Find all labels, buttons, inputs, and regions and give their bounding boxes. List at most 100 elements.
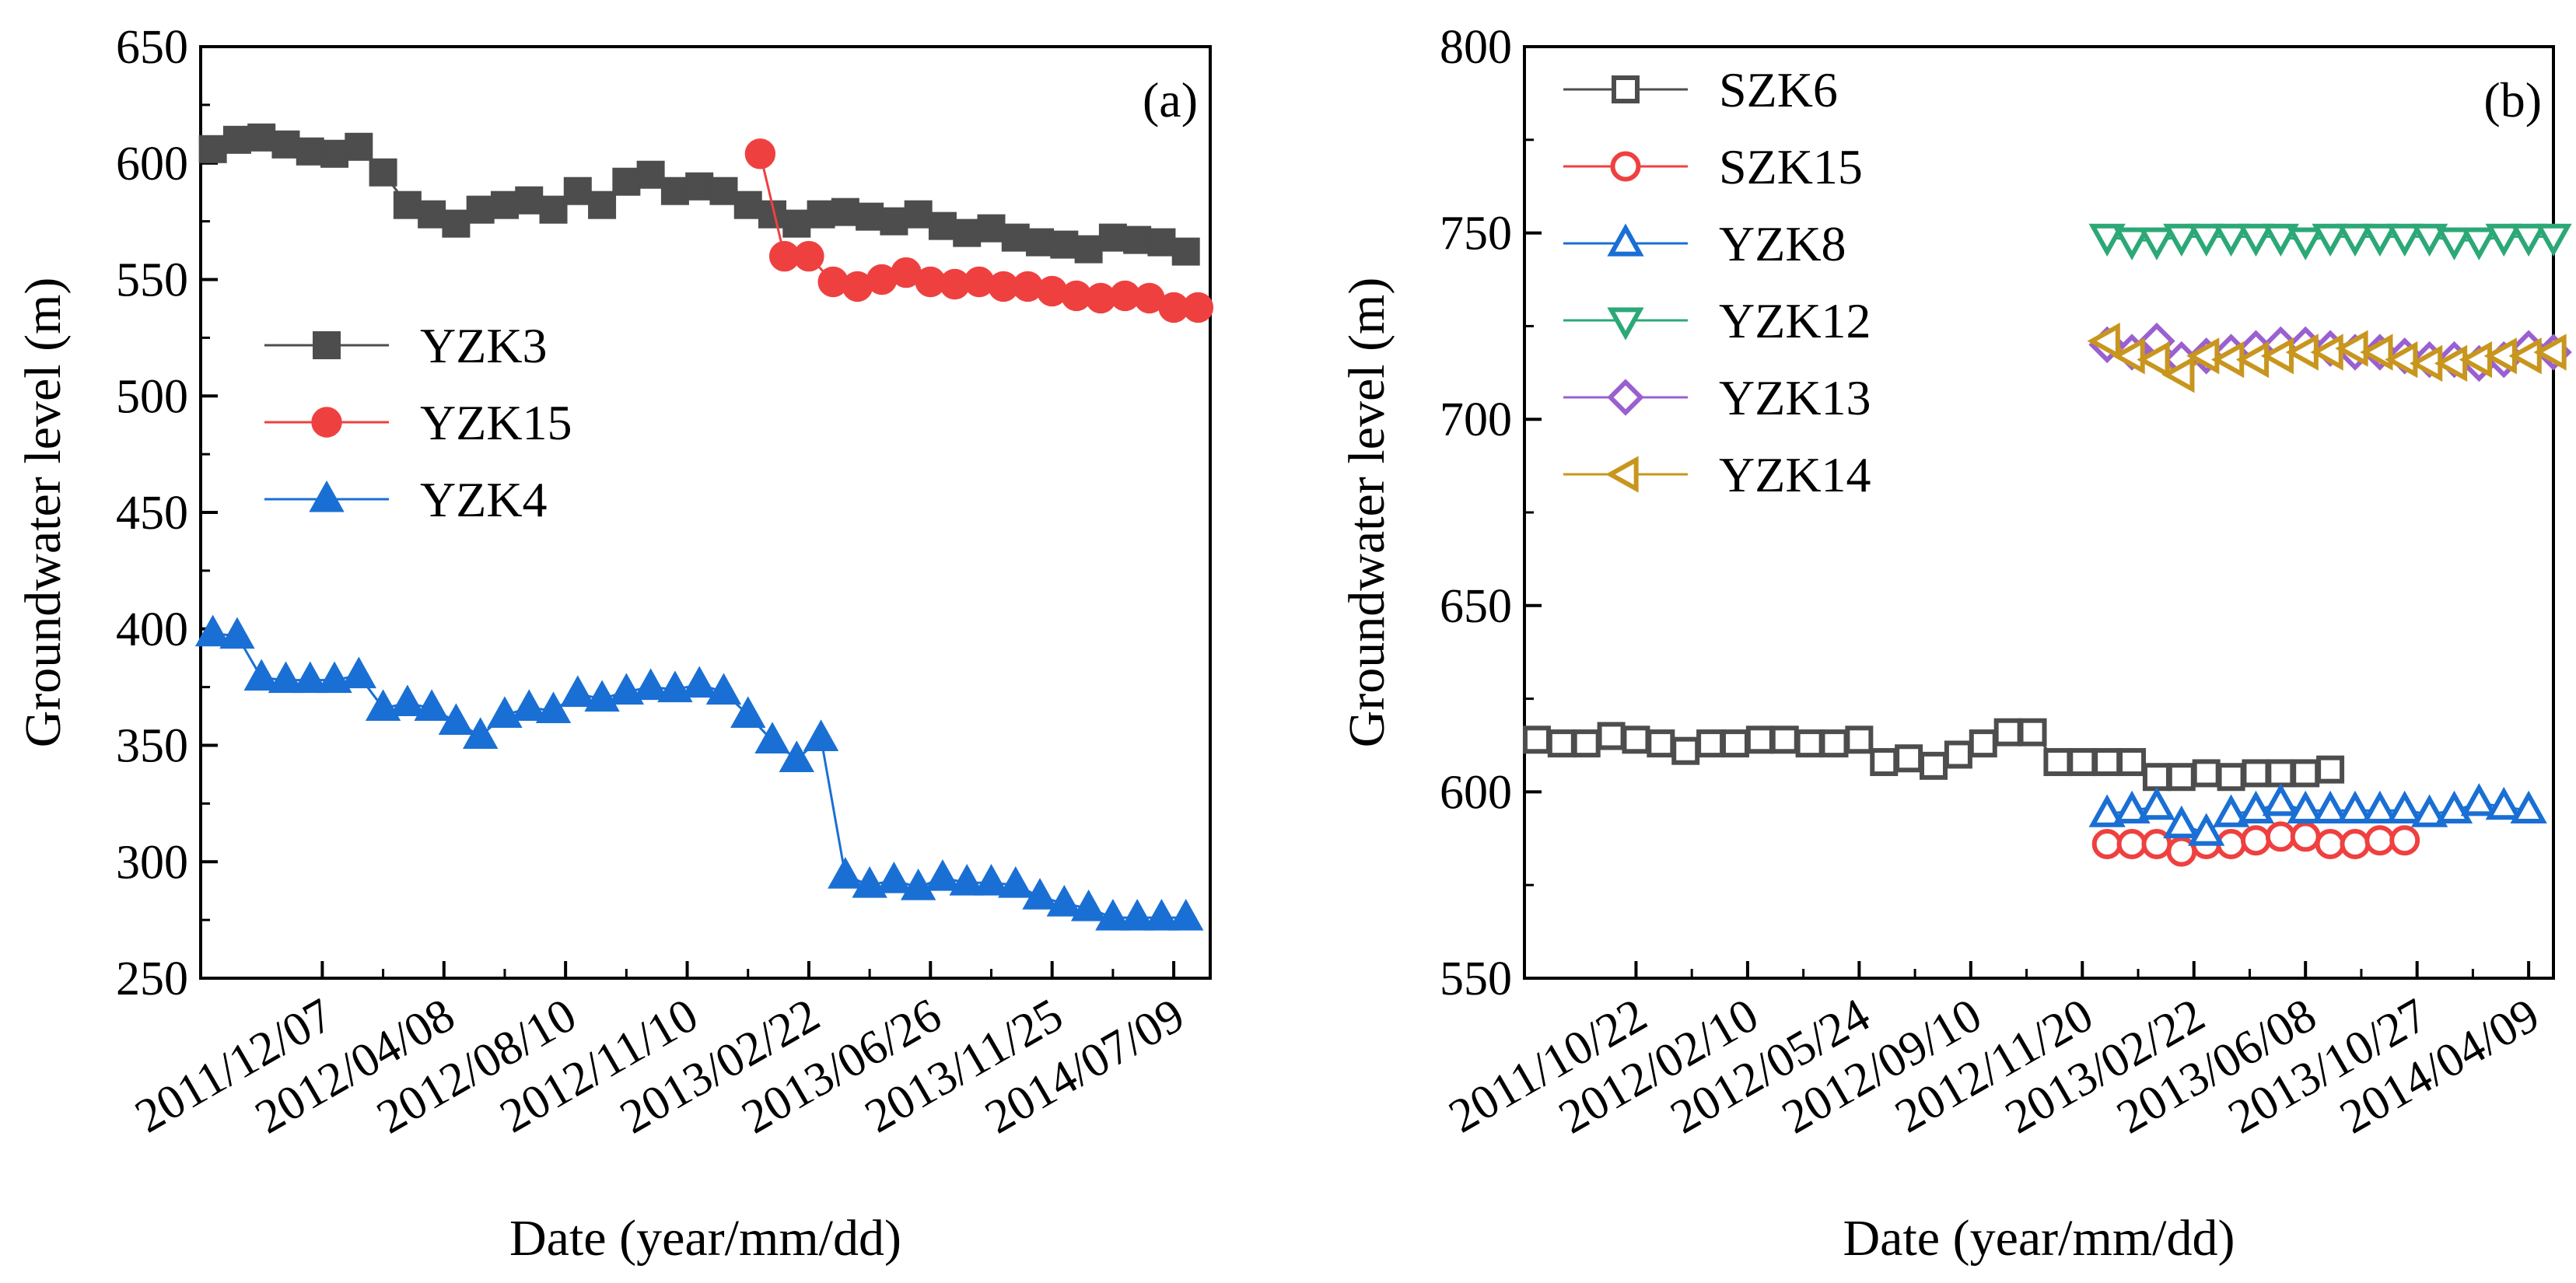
- data-point: [198, 135, 227, 163]
- data-point: [2389, 825, 2420, 856]
- legend: SZK6 SZK15 YZK8 YZK12 YZK13 YZK14: [1563, 62, 1871, 502]
- data-point: [831, 198, 859, 226]
- x-axis-title: Date (year/mm/dd): [1843, 1210, 2235, 1267]
- data-point: [1597, 722, 1626, 750]
- data-point: [2510, 790, 2547, 824]
- data-point: [733, 191, 762, 219]
- data-point: [2361, 223, 2399, 257]
- data-point: [563, 177, 592, 205]
- y-tick-label: 300: [116, 836, 188, 889]
- legend-marker: [313, 331, 341, 359]
- data-point: [1182, 292, 1214, 323]
- data-point: [393, 191, 422, 219]
- data-point: [1026, 228, 1055, 257]
- y-tick-label: 750: [1440, 208, 1512, 260]
- data-point: [2217, 763, 2245, 792]
- data-point: [949, 864, 985, 896]
- data-point: [2260, 337, 2294, 375]
- data-point: [2315, 828, 2346, 859]
- data-point: [876, 862, 912, 893]
- legend-label: YZK8: [1719, 216, 1846, 271]
- x-axis-title: Date (year/mm/dd): [509, 1210, 901, 1267]
- data-point: [1820, 729, 1849, 758]
- data-point: [345, 132, 373, 161]
- data-point: [1993, 718, 2022, 746]
- y-tick-label: 650: [1440, 580, 1512, 633]
- y-axis-title: Groundwater level (m): [1339, 278, 1395, 748]
- data-point: [515, 186, 544, 215]
- legend-marker: [1610, 151, 1641, 182]
- legend-item: SZK6: [1563, 62, 1838, 117]
- data-point: [2212, 223, 2250, 257]
- data-point: [222, 125, 251, 154]
- data-point: [900, 869, 936, 900]
- data-point: [2138, 227, 2175, 260]
- data-point: [856, 202, 884, 231]
- data-point: [2459, 341, 2493, 379]
- data-point: [1074, 235, 1103, 264]
- data-point: [657, 670, 693, 703]
- data-point: [2188, 223, 2225, 257]
- data-point: [2336, 223, 2374, 257]
- data-point: [2485, 786, 2522, 820]
- data-point: [2485, 223, 2522, 257]
- legend-item: YZK4: [264, 472, 548, 527]
- data-point: [1095, 898, 1131, 931]
- panel-label: (a): [1143, 72, 1198, 128]
- data-point: [268, 661, 304, 694]
- data-point: [2385, 341, 2418, 379]
- data-point: [828, 857, 863, 889]
- data-point: [2386, 790, 2424, 824]
- series-yzk8: [2088, 783, 2547, 846]
- data-point: [2240, 825, 2271, 856]
- data-point: [2386, 223, 2424, 257]
- data-point: [1745, 725, 1774, 754]
- data-point: [1171, 237, 1200, 266]
- data-point: [320, 139, 349, 168]
- legend-label: YZK4: [420, 472, 548, 527]
- data-point: [1720, 729, 1749, 758]
- data-point: [2068, 748, 2097, 777]
- data-point: [2093, 748, 2122, 777]
- data-point: [1622, 725, 1650, 754]
- data-point: [2266, 759, 2295, 788]
- data-point: [2161, 356, 2195, 393]
- data-point: [2361, 790, 2399, 824]
- y-tick-label: 400: [116, 603, 188, 656]
- data-point: [1944, 740, 1972, 769]
- data-point: [2290, 821, 2321, 852]
- series-yzk12: [2088, 223, 2572, 260]
- data-point: [1046, 885, 1083, 917]
- panel-label: (b): [2483, 72, 2542, 128]
- legend-item: YZK8: [1563, 216, 1846, 271]
- y-tick-label: 450: [116, 487, 188, 540]
- data-point: [660, 177, 689, 205]
- data-point: [632, 668, 669, 701]
- data-point: [442, 209, 471, 238]
- data-point: [2262, 223, 2299, 257]
- data-point: [511, 689, 547, 722]
- data-point: [612, 167, 641, 196]
- y-tick-label: 700: [1440, 393, 1512, 446]
- legend-label: YZK13: [1719, 370, 1871, 425]
- data-point: [1870, 748, 1899, 777]
- data-point: [1143, 898, 1180, 931]
- data-point: [2508, 337, 2542, 375]
- legend-marker: [1605, 456, 1639, 493]
- data-point: [1123, 225, 1152, 254]
- data-point: [779, 740, 814, 772]
- y-tick-label: 500: [116, 370, 188, 423]
- data-point: [2335, 330, 2368, 367]
- data-point: [807, 200, 835, 229]
- series-yzk15: [744, 138, 1214, 323]
- data-point: [2142, 763, 2171, 792]
- data-point: [705, 673, 742, 705]
- data-point: [730, 696, 766, 729]
- legend: YZK3 YZK15 YZK4: [264, 318, 572, 527]
- data-point: [2237, 223, 2275, 257]
- data-point: [271, 130, 300, 159]
- data-point: [2235, 341, 2270, 379]
- data-point: [1895, 744, 1923, 773]
- data-point: [2118, 748, 2147, 777]
